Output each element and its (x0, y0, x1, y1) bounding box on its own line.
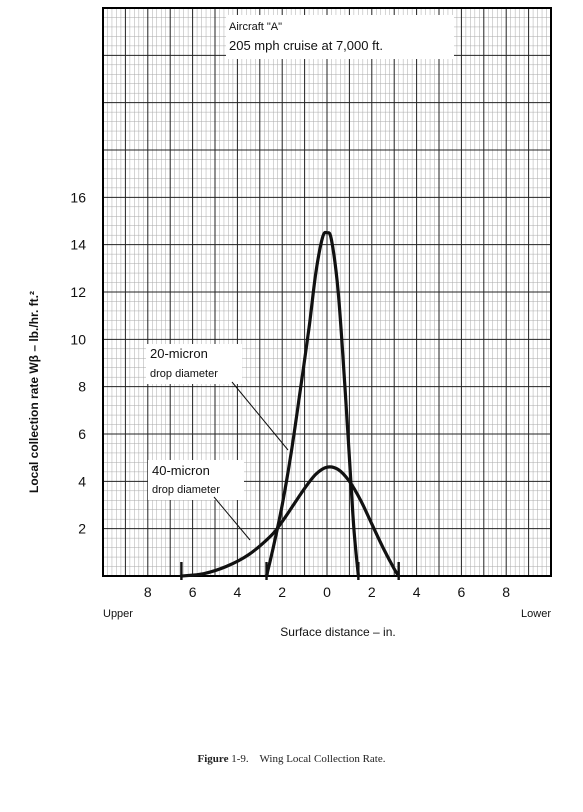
figure-caption: Figure 1-9. Wing Local Collection Rate. (0, 753, 583, 765)
x-tick-label-background (364, 584, 379, 600)
x-axis-label: Surface distance – in. (280, 625, 395, 639)
x-tick-label: 2 (368, 584, 376, 600)
plot-frame (102, 7, 552, 577)
x-tick-label-background (409, 584, 424, 600)
x-tick-label-background (230, 584, 245, 600)
x-side-label-lower: Lower (521, 608, 551, 620)
series-line-20-micron (264, 230, 360, 578)
y-axis-label: Local collection rate Wβ – lb./hr. ft.² (27, 291, 41, 493)
x-tick-label-background (320, 584, 334, 600)
figure-caption-number: 1-9. (231, 753, 249, 765)
y-tick-label: 14 (70, 237, 86, 253)
y-tick-label: 2 (78, 521, 86, 537)
x-tick-label-background (499, 584, 514, 600)
x-tick-label: 4 (413, 584, 421, 600)
y-tick-label: 12 (70, 284, 86, 300)
x-tick-label-background (140, 584, 155, 600)
x-tick-label: 4 (234, 584, 242, 600)
series-label-background-40-micron (148, 460, 244, 500)
x-tick-labels: 8 6 4 2 0 2 4 6 8 (140, 584, 514, 600)
x-tick-label-background (454, 584, 469, 600)
x-tick-label: 0 (323, 584, 331, 600)
series-line-40-micron (179, 465, 401, 578)
x-tick-label: 8 (144, 584, 152, 600)
x-tick-label: 2 (278, 584, 286, 600)
y-tick-label: 6 (78, 426, 86, 442)
leader-line-40-micron (213, 496, 251, 541)
annotation-background (226, 15, 454, 59)
series-label-20-micron-line2: drop diameter (150, 368, 218, 380)
x-tick-label-background (185, 584, 200, 600)
figure-caption-text: Wing Local Collection Rate. (259, 753, 386, 765)
y-tick-label: 4 (78, 473, 86, 489)
series-label-20-micron-line1: 20-micron (150, 346, 208, 361)
y-tick-label: 10 (70, 331, 86, 347)
figure-caption-prefix: Figure (197, 753, 229, 765)
annotation-title: Aircraft "A" (229, 21, 282, 33)
y-tick-label: 8 (78, 379, 86, 395)
y-tick-labels: 2 4 6 8 10 12 14 16 (70, 189, 86, 536)
leader-line-20-micron (231, 381, 289, 451)
series-label-40-micron-line1: 40-micron (152, 463, 210, 478)
x-tick-label: 8 (502, 584, 510, 600)
x-tick-label: 6 (458, 584, 466, 600)
annotation-subtitle: 205 mph cruise at 7,000 ft. (229, 38, 383, 53)
x-tick-label: 6 (189, 584, 197, 600)
x-side-label-upper: Upper (103, 608, 133, 620)
x-tick-label-background (275, 584, 290, 600)
y-tick-label: 16 (70, 189, 86, 205)
series-label-40-micron-line2: drop diameter (152, 484, 220, 496)
series-label-background-20-micron (146, 344, 242, 384)
